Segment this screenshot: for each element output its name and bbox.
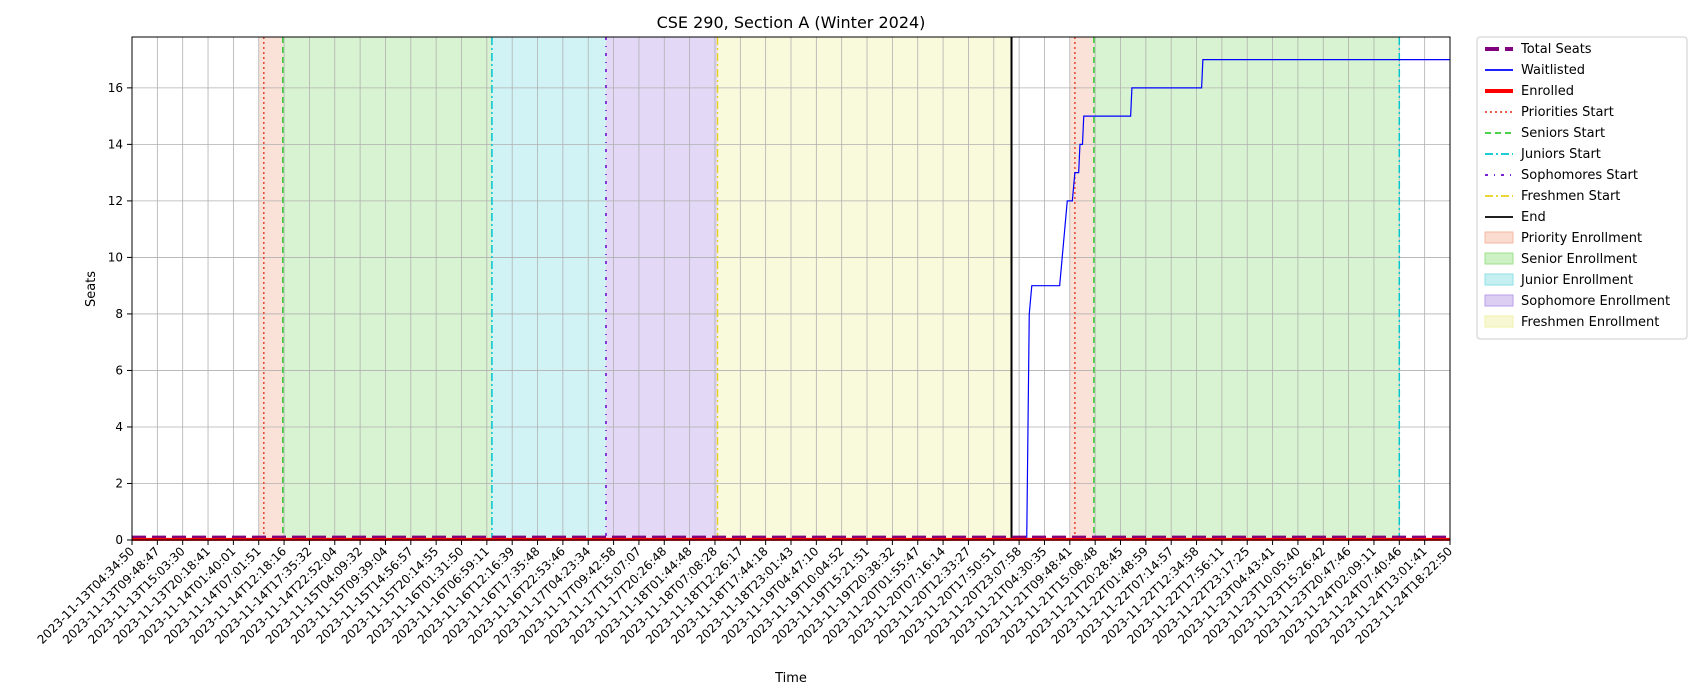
legend-label: Priority Enrollment: [1521, 231, 1642, 246]
shaded-region-3: [605, 37, 718, 540]
shaded-region-0: [258, 37, 283, 540]
shaded-region-4: [717, 37, 1012, 540]
legend-label: Sophomore Enrollment: [1521, 294, 1670, 309]
legend-box: [1476, 36, 1688, 340]
y-axis-label: Seats: [84, 271, 99, 307]
legend-label: Sophomores Start: [1521, 168, 1638, 183]
shaded-region-5: [1069, 37, 1094, 540]
y-tick-label: 4: [115, 420, 123, 434]
legend-label: End: [1521, 210, 1546, 225]
x-axis-label: Time: [774, 671, 807, 686]
legend-label: Freshmen Start: [1521, 189, 1620, 204]
shaded-region-2: [491, 37, 606, 540]
legend-label: Seniors Start: [1521, 126, 1605, 141]
legend: Total Seats Waitlisted Enrolled Priorities …: [1476, 36, 1688, 340]
y-tick-label: 10: [108, 250, 123, 264]
plot-area: 02468101214162023-11-13T04:34:502023-11-…: [35, 36, 1455, 647]
legend-label: Priorities Start: [1521, 105, 1614, 120]
legend-swatch: [1484, 252, 1514, 265]
legend-swatch: [1484, 315, 1514, 328]
shaded-region-1: [282, 37, 492, 540]
y-tick-label: 6: [115, 363, 123, 377]
shaded-region-6: [1093, 37, 1400, 540]
legend-label: Freshmen Enrollment: [1521, 315, 1659, 330]
y-tick-label: 2: [115, 476, 123, 490]
legend-swatch: [1484, 231, 1514, 244]
legend-swatch: [1484, 273, 1514, 286]
legend-label: Juniors Start: [1520, 147, 1601, 162]
y-tick-label: 8: [115, 307, 123, 321]
y-tick-label: 16: [108, 81, 123, 95]
y-tick-label: 12: [108, 194, 123, 208]
legend-label: Senior Enrollment: [1521, 252, 1637, 267]
legend-label: Total Seats: [1520, 42, 1592, 57]
chart-title: CSE 290, Section A (Winter 2024): [657, 13, 926, 32]
legend-label: Junior Enrollment: [1520, 273, 1633, 288]
y-tick-label: 0: [115, 533, 123, 547]
legend-swatch: [1484, 294, 1514, 307]
series-line: [132, 59, 1450, 541]
legend-label: Waitlisted: [1521, 63, 1585, 78]
y-tick-label: 14: [108, 137, 123, 151]
legend-label: Enrolled: [1521, 84, 1574, 99]
